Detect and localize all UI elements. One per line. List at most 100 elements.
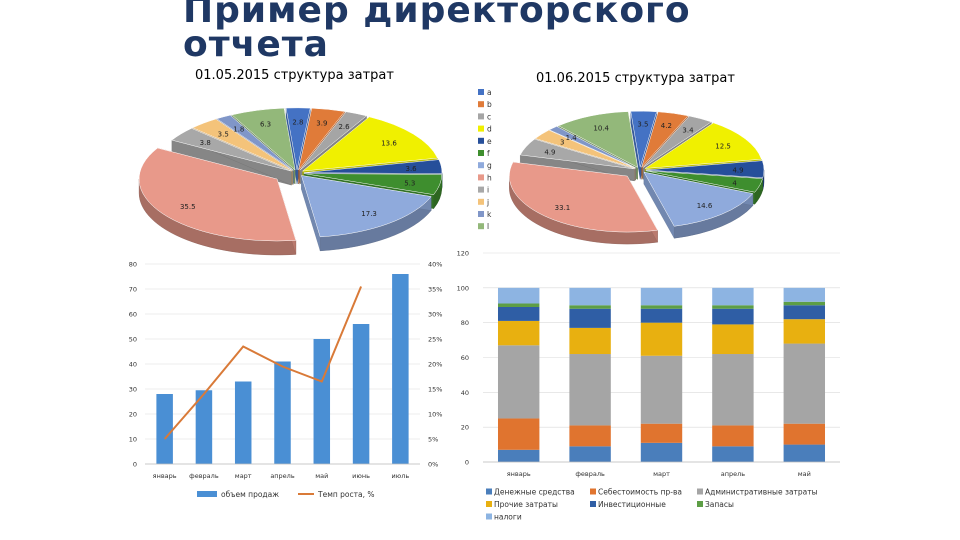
combo-y2-tick: 0%	[428, 461, 438, 469]
stack-segment-февраль-1	[569, 425, 611, 447]
combo-x-tick: январь	[153, 472, 177, 480]
combo-y-tick: 0	[133, 461, 137, 469]
stack-segment-январь-5	[497, 303, 540, 307]
pie2-value-label-i: 4.9	[544, 149, 555, 157]
pie2-legend-swatch-e	[478, 137, 484, 144]
pie2-title: 01.06.2015 структура затрат	[536, 71, 735, 86]
combo-x-tick: март	[235, 472, 252, 480]
pie2-legend-label-e: e	[487, 137, 492, 146]
pie1-slice-e	[303, 159, 443, 174]
combo-bar-июль	[392, 274, 409, 464]
pie2-slice-g	[643, 171, 754, 227]
pie1-value-label-e: 3.6	[406, 165, 418, 173]
pie2-legend-label-c: c	[487, 112, 491, 121]
pie2-slice-a	[630, 110, 657, 168]
stack-x-tick: январь	[507, 470, 531, 478]
stack-y-tick: 40	[461, 389, 469, 397]
combo-bar-март	[234, 381, 252, 464]
stack-segment-февраль-4	[569, 308, 611, 328]
pie2-slice-i	[519, 138, 635, 170]
pie2-legend-label-b: b	[487, 100, 492, 109]
pie2-legend-swatch-l	[478, 223, 484, 230]
pie1-value-label-b: 3.9	[316, 120, 327, 128]
combo-y2-tick: 40%	[428, 261, 442, 269]
stack-legend-label-3: Прочие затраты	[494, 500, 558, 509]
stack-segment-апрель-1	[712, 425, 754, 447]
stack-legend-label-5: Запасы	[705, 500, 734, 509]
pie1-value-label-f: 5.3	[404, 179, 415, 187]
stack-legend-swatch-4	[590, 501, 596, 507]
pie2-slice-f	[645, 170, 763, 193]
stack-x-tick: апрель	[721, 470, 746, 478]
pie-chart-june: 01.06.2015 структура затрат 3.5 4.2 3.4 12.…	[478, 71, 765, 245]
pie2-slice-e	[645, 160, 765, 179]
stack-segment-апрель-4	[712, 308, 754, 325]
pie2-legend-label-i: i	[487, 186, 489, 195]
combo-y-tick: 70	[129, 286, 137, 294]
pie1-value-label-g: 17.3	[361, 210, 377, 218]
stack-segment-апрель-5	[712, 305, 754, 309]
pie1-value-label-h: 35.5	[180, 203, 196, 211]
stack-segment-май-4	[783, 305, 826, 320]
stack-legend-swatch-0	[486, 488, 492, 495]
pie1-title: 01.05.2015 структура затрат	[195, 68, 394, 83]
pie2-legend-label-j: j	[486, 198, 489, 207]
pie2-value-label-a: 3.5	[637, 120, 648, 128]
stack-segment-февраль-3	[569, 327, 611, 355]
pie1-slice-i	[171, 128, 292, 172]
combo-y2-tick: 15%	[428, 386, 442, 394]
stack-segment-апрель-3	[712, 324, 754, 355]
stack-y-tick: 0	[465, 459, 469, 467]
pie2-value-label-b: 4.2	[661, 122, 672, 130]
pie2-value-label-d: 12.5	[715, 142, 731, 150]
combo-y-tick: 60	[129, 311, 137, 319]
stack-segment-март-5	[640, 305, 683, 309]
combo-y-tick: 20	[129, 411, 137, 419]
stack-segment-февраль-0	[569, 446, 611, 462]
combo-y2-tick: 25%	[428, 336, 442, 344]
pie1-slice-c	[299, 111, 368, 171]
pie2-legend-label-f: f	[487, 149, 490, 158]
pie2-legend-swatch-k	[478, 211, 484, 217]
combo-x-tick: июнь	[352, 472, 370, 480]
pie1-slice-a	[285, 107, 311, 170]
stack-segment-май-1	[783, 423, 826, 445]
pie2-legend-swatch-g	[478, 162, 484, 169]
pie2-value-label-c: 3.4	[682, 126, 694, 134]
stack-y-tick: 120	[457, 250, 469, 258]
pie2-legend-label-d: d	[487, 125, 492, 134]
stack-y-tick: 20	[461, 424, 469, 432]
pie2-value-label-k: 1.4	[566, 134, 578, 142]
pie2-slice-h	[509, 161, 658, 233]
stack-segment-февраль-6	[569, 287, 611, 306]
pie2-value-label-e: 4.9	[732, 166, 743, 174]
stack-legend-swatch-5	[697, 501, 703, 507]
combo-bar-февраль	[195, 390, 213, 464]
stack-x-tick: май	[798, 470, 811, 478]
pie2-slice-d	[644, 122, 762, 169]
stack-segment-январь-1	[497, 418, 540, 450]
combo-bar-июнь	[352, 324, 370, 464]
pie1-slice-d	[301, 116, 438, 172]
combo-bar-май	[313, 339, 331, 464]
stack-y-tick: 100	[457, 284, 469, 292]
combo-growth-line	[163, 286, 362, 440]
pie1-value-label-k: 1.8	[233, 126, 244, 134]
pie2-legend-label-l: l	[487, 222, 489, 231]
combo-legend-swatch-sales	[197, 491, 217, 497]
pie1-value-label-c: 2.6	[338, 123, 350, 131]
pie1-slice-f	[303, 173, 443, 195]
pie-chart-may: 01.05.2015 структура затрат 2.8 3.9 2.6 13.…	[138, 68, 443, 256]
combo-y2-tick: 30%	[428, 311, 442, 319]
stack-legend-label-4: Инвестиционные	[598, 500, 666, 509]
combo-y-tick: 80	[129, 261, 137, 269]
pie2-slice-k	[548, 126, 636, 169]
stack-legend-swatch-6	[486, 513, 492, 520]
combo-x-tick: февраль	[189, 472, 219, 480]
combo-y-tick: 30	[129, 386, 137, 394]
pie2-slice-j	[534, 129, 636, 169]
stack-legend-label-1: Себестоимость пр-ва	[598, 488, 682, 497]
pie2-legend-swatch-h	[478, 174, 484, 181]
combo-y2-tick: 10%	[428, 411, 442, 419]
pie1-slice-g	[301, 175, 432, 238]
